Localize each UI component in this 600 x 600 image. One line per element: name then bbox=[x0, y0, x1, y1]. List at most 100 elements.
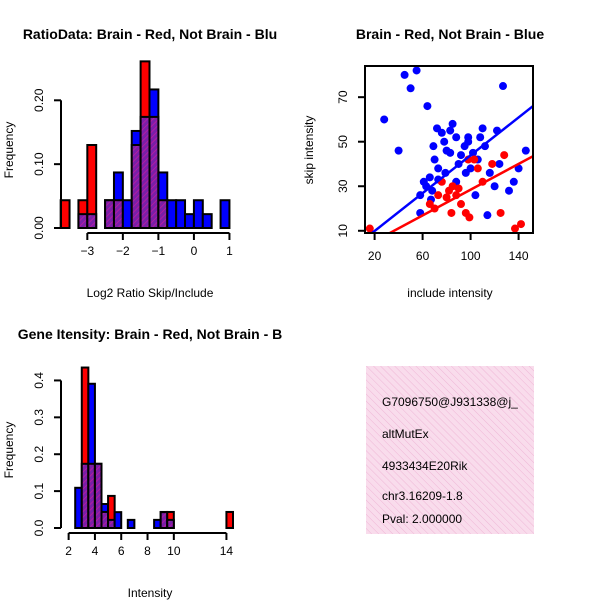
scatter-y-tick-label: 50 bbox=[336, 135, 350, 149]
scatter-point-not-brain bbox=[434, 164, 443, 173]
scatter-point-not-brain bbox=[412, 66, 421, 75]
intensity-scatter-axes: 20 60 100 140 10 30 50 70 bbox=[336, 90, 529, 263]
scatter-point-not-brain bbox=[425, 173, 434, 182]
scatter-point-brain bbox=[517, 220, 525, 229]
scatter-point-not-brain bbox=[394, 146, 403, 155]
scatter-point-not-brain bbox=[429, 142, 438, 151]
scatter-point-not-brain bbox=[419, 177, 428, 186]
gene-intensity-bar-overlap bbox=[93, 462, 103, 529]
ratio-histogram-bar-not-brain bbox=[201, 213, 213, 230]
scatter-point-brain bbox=[447, 208, 456, 217]
intensity-scatter-points bbox=[365, 66, 533, 233]
ratio-histogram-panel: RatioData: Brain - Red, Not Brain - Blu … bbox=[2, 26, 277, 300]
info-pval: Pval: 2.000000 bbox=[382, 512, 462, 526]
gene-intensity-x-tick-label: 4 bbox=[92, 544, 99, 558]
gene-intensity-y-tick-label: 0.3 bbox=[32, 409, 46, 426]
scatter-point-brain bbox=[473, 164, 482, 173]
scatter-point-not-brain bbox=[380, 115, 389, 124]
scatter-point-not-brain bbox=[466, 164, 475, 173]
gene-intensity-x-tick-label: 6 bbox=[118, 544, 125, 558]
ratio-histogram-bar-overlap bbox=[86, 213, 98, 230]
scatter-point-brain bbox=[470, 155, 479, 164]
ratio-histogram-x-tick-label: −2 bbox=[116, 244, 130, 258]
scatter-point-not-brain bbox=[400, 70, 409, 79]
gene-intensity-axes: 2 4 6 8 10 14 0.0 0.1 0.2 0.3 0.4 bbox=[32, 372, 233, 558]
scatter-x-tick-label: 60 bbox=[416, 249, 430, 263]
scatter-point-not-brain bbox=[478, 124, 487, 133]
gene-intensity-x-tick-label: 2 bbox=[65, 544, 72, 558]
ratio-histogram-bar-not-brain bbox=[192, 199, 204, 230]
scatter-point-not-brain bbox=[430, 155, 439, 164]
ratio-histogram-xlabel: Log2 Ratio Skip/Include bbox=[87, 286, 214, 300]
ratio-histogram-axes: −3 −2 −1 0 1 0.00 0.10 0.20 bbox=[32, 88, 233, 258]
gene-intensity-x-tick-label: 14 bbox=[220, 544, 234, 558]
scatter-point-brain bbox=[434, 191, 443, 200]
scatter-point-brain bbox=[454, 184, 463, 193]
gene-intensity-bars bbox=[74, 366, 235, 530]
scatter-point-not-brain bbox=[509, 177, 518, 186]
scatter-y-tick-label: 30 bbox=[336, 179, 350, 193]
scatter-point-brain bbox=[465, 213, 474, 222]
scatter-y-tick-label: 10 bbox=[336, 224, 350, 238]
info-panel-background bbox=[366, 366, 534, 534]
info-location: chr3.16209-1.8 bbox=[382, 489, 463, 503]
intensity-scatter-xlabel: include intensity bbox=[407, 286, 492, 300]
ratio-histogram-y-tick-label: 0.10 bbox=[32, 152, 46, 176]
ratio-histogram-bar-overlap bbox=[148, 115, 160, 229]
ratio-histogram-y-tick-label: 0.00 bbox=[32, 216, 46, 240]
scatter-point-brain bbox=[500, 151, 509, 160]
scatter-point-not-brain bbox=[446, 126, 455, 135]
ratio-histogram-bar-not-brain bbox=[219, 199, 231, 230]
scatter-x-tick-label: 100 bbox=[461, 249, 481, 263]
gene-intensity-x-tick-label: 8 bbox=[144, 544, 151, 558]
ratio-histogram-bar-not-brain bbox=[121, 199, 133, 230]
scatter-point-not-brain bbox=[514, 164, 523, 173]
scatter-point-brain bbox=[457, 200, 465, 209]
ratio-histogram-bar-brain bbox=[59, 199, 71, 230]
gene-intensity-ylabel: Frequency bbox=[2, 422, 16, 479]
gene-intensity-y-tick-label: 0.1 bbox=[32, 482, 46, 499]
scatter-y-tick-label: 70 bbox=[336, 90, 350, 104]
gene-intensity-panel: Gene Itensity: Brain - Red, Not Brain - … bbox=[2, 326, 282, 600]
scatter-point-not-brain bbox=[446, 148, 455, 157]
scatter-point-not-brain bbox=[440, 137, 449, 146]
info-event-id: G7096750@J931338@j_ bbox=[382, 395, 518, 409]
ratio-histogram-title: RatioData: Brain - Red, Not Brain - Blu bbox=[23, 26, 277, 42]
intensity-scatter-ylabel: skip intensity bbox=[302, 116, 316, 185]
intensity-scatter-title: Brain - Red, Not Brain - Blue bbox=[356, 26, 544, 42]
gene-intensity-bar-overlap bbox=[166, 518, 175, 530]
scatter-point-brain bbox=[448, 182, 457, 191]
scatter-point-not-brain bbox=[433, 124, 441, 133]
scatter-point-brain bbox=[365, 224, 374, 233]
ratio-histogram-ylabel: Frequency bbox=[2, 122, 16, 179]
ratio-histogram-y-tick-label: 0.20 bbox=[32, 88, 46, 112]
scatter-point-brain bbox=[488, 159, 497, 168]
ratio-histogram-bar-not-brain bbox=[175, 199, 187, 230]
gene-intensity-y-tick-label: 0.2 bbox=[32, 446, 46, 463]
intensity-scatter-box bbox=[364, 65, 534, 234]
gene-intensity-title: Gene Itensity: Brain - Red, Not Brain - … bbox=[18, 326, 282, 342]
intensity-scatter-panel: Brain - Red, Not Brain - Blue 20 60 100 140… bbox=[302, 26, 544, 300]
ratio-histogram-bar-overlap bbox=[77, 213, 89, 230]
scatter-point-not-brain bbox=[490, 182, 499, 191]
scatter-point-brain bbox=[511, 224, 519, 233]
ratio-histogram-bar-not-brain bbox=[184, 213, 195, 230]
scatter-point-not-brain bbox=[476, 133, 485, 142]
info-event-type: altMutEx bbox=[382, 427, 429, 441]
ratio-histogram-bar-overlap bbox=[112, 199, 124, 230]
ratio-histogram-bar-overlap bbox=[130, 144, 142, 229]
scatter-x-tick-label: 140 bbox=[509, 249, 529, 263]
scatter-point-not-brain bbox=[505, 186, 513, 195]
ratio-histogram-x-tick-label: 1 bbox=[226, 244, 233, 258]
ratio-histogram-bar-not-brain bbox=[166, 199, 178, 230]
scatter-x-tick-label: 20 bbox=[368, 249, 382, 263]
gene-intensity-y-tick-label: 0.0 bbox=[32, 519, 46, 536]
ratio-histogram-bars bbox=[59, 60, 231, 230]
ratio-histogram-x-tick-label: 0 bbox=[191, 244, 198, 258]
ratio-histogram-bar-overlap bbox=[139, 115, 151, 229]
scatter-point-not-brain bbox=[485, 168, 494, 177]
scatter-point-not-brain bbox=[464, 133, 473, 142]
scatter-point-not-brain bbox=[457, 151, 465, 160]
ratio-histogram-bar-overlap bbox=[157, 199, 169, 230]
